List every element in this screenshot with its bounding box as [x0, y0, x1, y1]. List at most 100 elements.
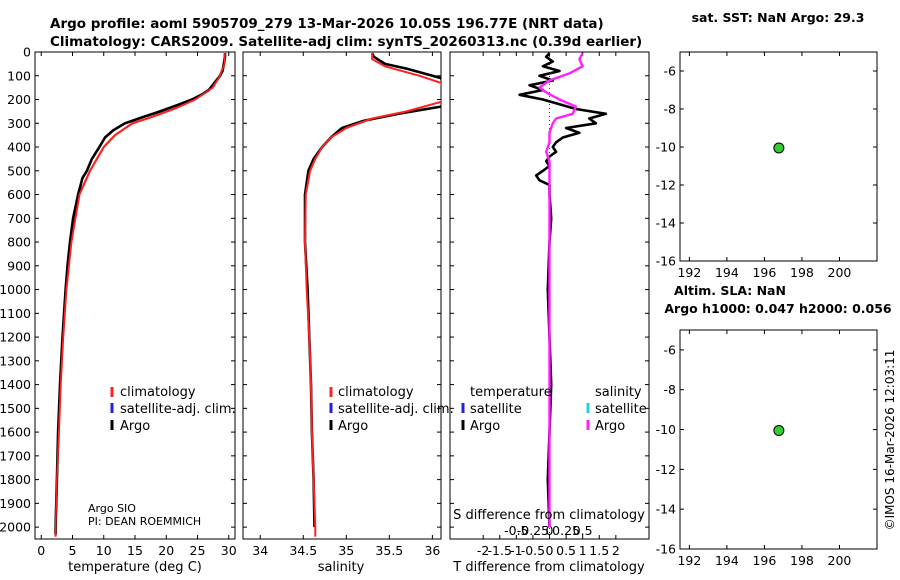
sst-map-panel: 192 194 196 198 200 -6 -8 -10 -12 -14 -16 [656, 51, 878, 280]
climatology-salinity-line [304, 53, 441, 537]
depth-tick-label: 800 [7, 235, 31, 250]
temperature-x-tick-label: 10 [96, 543, 112, 558]
depth-tick-label: 1900 [0, 496, 31, 511]
sla-y-tick-label: -10 [656, 422, 676, 437]
sla-y-tick-label: -16 [656, 542, 676, 557]
salinity-x-tick-label: 36 [424, 543, 440, 558]
depth-tick-label: 2000 [0, 520, 31, 535]
sla-x-tick-label: 200 [828, 553, 852, 568]
depth-tick-label: 1100 [0, 306, 31, 321]
sst-y-tick-label: -6 [664, 64, 677, 79]
sla-panel-subtitle: Argo h1000: 0.047 h2000: 0.056 [664, 301, 892, 316]
sst-x-tick-label: 194 [715, 265, 739, 280]
salinity-x-tick-label: 35 [338, 543, 354, 558]
difference-legend-salinity: salinity satellite Argo [586, 385, 647, 434]
depth-tick-label: 200 [7, 92, 31, 107]
difference-x-tick-label: -0.5 [521, 543, 545, 558]
imos-timestamp: ©IMOS 16-Mar-2026 12:03:11 [883, 350, 897, 531]
sst-y-tick-label: -14 [656, 216, 676, 231]
sst-y-tick-label: -12 [656, 178, 676, 193]
sst-x-tick-label: 196 [752, 265, 776, 280]
sst-y-tick-label: -8 [664, 102, 677, 117]
legend-label-climatology: climatology [120, 385, 196, 400]
s-difference-tick-label: -0.25 [517, 523, 549, 538]
sla-x-tick-label: 192 [677, 553, 701, 568]
sla-x-tick-label: 196 [752, 553, 776, 568]
difference-x-tick-label: 0.5 [556, 543, 576, 558]
temperature-legend: climatology satellite-adj. clim. Argo [110, 385, 236, 434]
temperature-x-tick-label: 15 [127, 543, 143, 558]
depth-tick-label: 0 [23, 45, 31, 60]
s-difference-tick-label: 0.25 [552, 523, 580, 538]
difference-x-tick-label: 1.5 [589, 543, 609, 558]
legend-label-s-argo: Argo [595, 419, 625, 434]
argo-t-difference-line [518, 52, 608, 528]
sla-axes-frame [679, 329, 878, 550]
legend-label-s-satellite: satellite [595, 402, 647, 417]
depth-tick-label: 1700 [0, 448, 31, 463]
s-difference-label: S difference from climatology [453, 508, 645, 523]
argo-s-difference-line [538, 52, 584, 528]
s-difference-tick-label: -0.5 [504, 523, 528, 538]
difference-x-tick-label: 1 [579, 543, 587, 558]
sst-argo-position-dot [773, 142, 785, 154]
depth-tick-label: 1200 [0, 330, 31, 345]
difference-legend-temperature: temperature satellite Argo [461, 385, 552, 434]
salinity-legend: climatology satellite-adj. clim. Argo [329, 385, 454, 434]
depth-tick-label: 1500 [0, 401, 31, 416]
sst-x-tick-label: 192 [677, 265, 701, 280]
legend-label-t-satellite: satellite [470, 402, 522, 417]
salinity-x-tick-label: 35.5 [375, 543, 403, 558]
depth-tick-label: 1600 [0, 425, 31, 440]
legend-label-satellite: satellite-adj. clim. [338, 402, 454, 417]
temperature-panel: 0 5 10 15 20 25 300100200300400500600700800900… [0, 45, 237, 559]
temperature-x-tick-label: 5 [69, 543, 77, 558]
climatology-temperature-line [54, 53, 227, 537]
difference-x-tick-label: 2 [612, 543, 620, 558]
depth-tick-label: 1800 [0, 472, 31, 487]
difference-x-tick-label: 0 [546, 543, 554, 558]
legend-label-argo: Argo [338, 419, 368, 434]
sst-y-tick-label: -16 [656, 254, 676, 269]
climatology-temperature-line-overlay [54, 53, 226, 537]
sla-panel-title: Altim. SLA: NaN [674, 283, 786, 298]
legend-label-climatology: climatology [338, 385, 414, 400]
temperature-x-tick-label: 0 [37, 543, 45, 558]
legend-label-t-argo: Argo [470, 419, 500, 434]
salinity-panel: 34 34.5 35 35.5 36 [242, 51, 442, 558]
legend-heading-salinity: salinity [595, 385, 642, 400]
argo-salinity-line [303, 52, 441, 528]
salinity-xlabel: salinity [318, 560, 365, 575]
sst-y-tick-label: -10 [656, 140, 676, 155]
float-owner: Argo SIO [88, 502, 136, 515]
argo-temperature-line [54, 53, 227, 535]
sla-x-tick-label: 194 [715, 553, 739, 568]
depth-tick-label: 1000 [0, 282, 31, 297]
depth-tick-label: 1400 [0, 377, 31, 392]
difference-x-tick-label: -1 [510, 543, 522, 558]
salinity-x-tick-label: 34.5 [289, 543, 317, 558]
depth-tick-label: 600 [7, 187, 31, 202]
temperature-x-tick-label: 30 [221, 543, 237, 558]
salinity-lines [303, 52, 441, 537]
depth-tick-label: 300 [7, 116, 31, 131]
sla-map-panel: 192 194 196 198 200 -6 -8 -10 -12 -14 -16 [656, 329, 878, 568]
principal-investigator: PI: DEAN ROEMMICH [88, 515, 201, 528]
sla-y-tick-label: -6 [664, 342, 677, 357]
depth-tick-label: 1300 [0, 353, 31, 368]
title-line-2: Climatology: CARS2009. Satellite-adj cli… [50, 34, 642, 50]
sla-y-tick-label: -14 [656, 502, 676, 517]
title-line-1: Argo profile: aoml 5905709_279 13-Mar-20… [50, 16, 604, 32]
sla-argo-position-dot [773, 425, 785, 437]
temperature-x-tick-label: 25 [190, 543, 206, 558]
sst-x-tick-label: 200 [828, 265, 852, 280]
sst-x-tick-label: 198 [790, 265, 814, 280]
legend-heading-temperature: temperature [470, 385, 552, 400]
legend-label-satellite: satellite-adj. clim. [120, 402, 236, 417]
s-difference-tick-label: 0 [546, 523, 554, 538]
depth-tick-label: 400 [7, 140, 31, 155]
sla-y-tick-label: -8 [664, 382, 677, 397]
sla-x-tick-label: 198 [790, 553, 814, 568]
